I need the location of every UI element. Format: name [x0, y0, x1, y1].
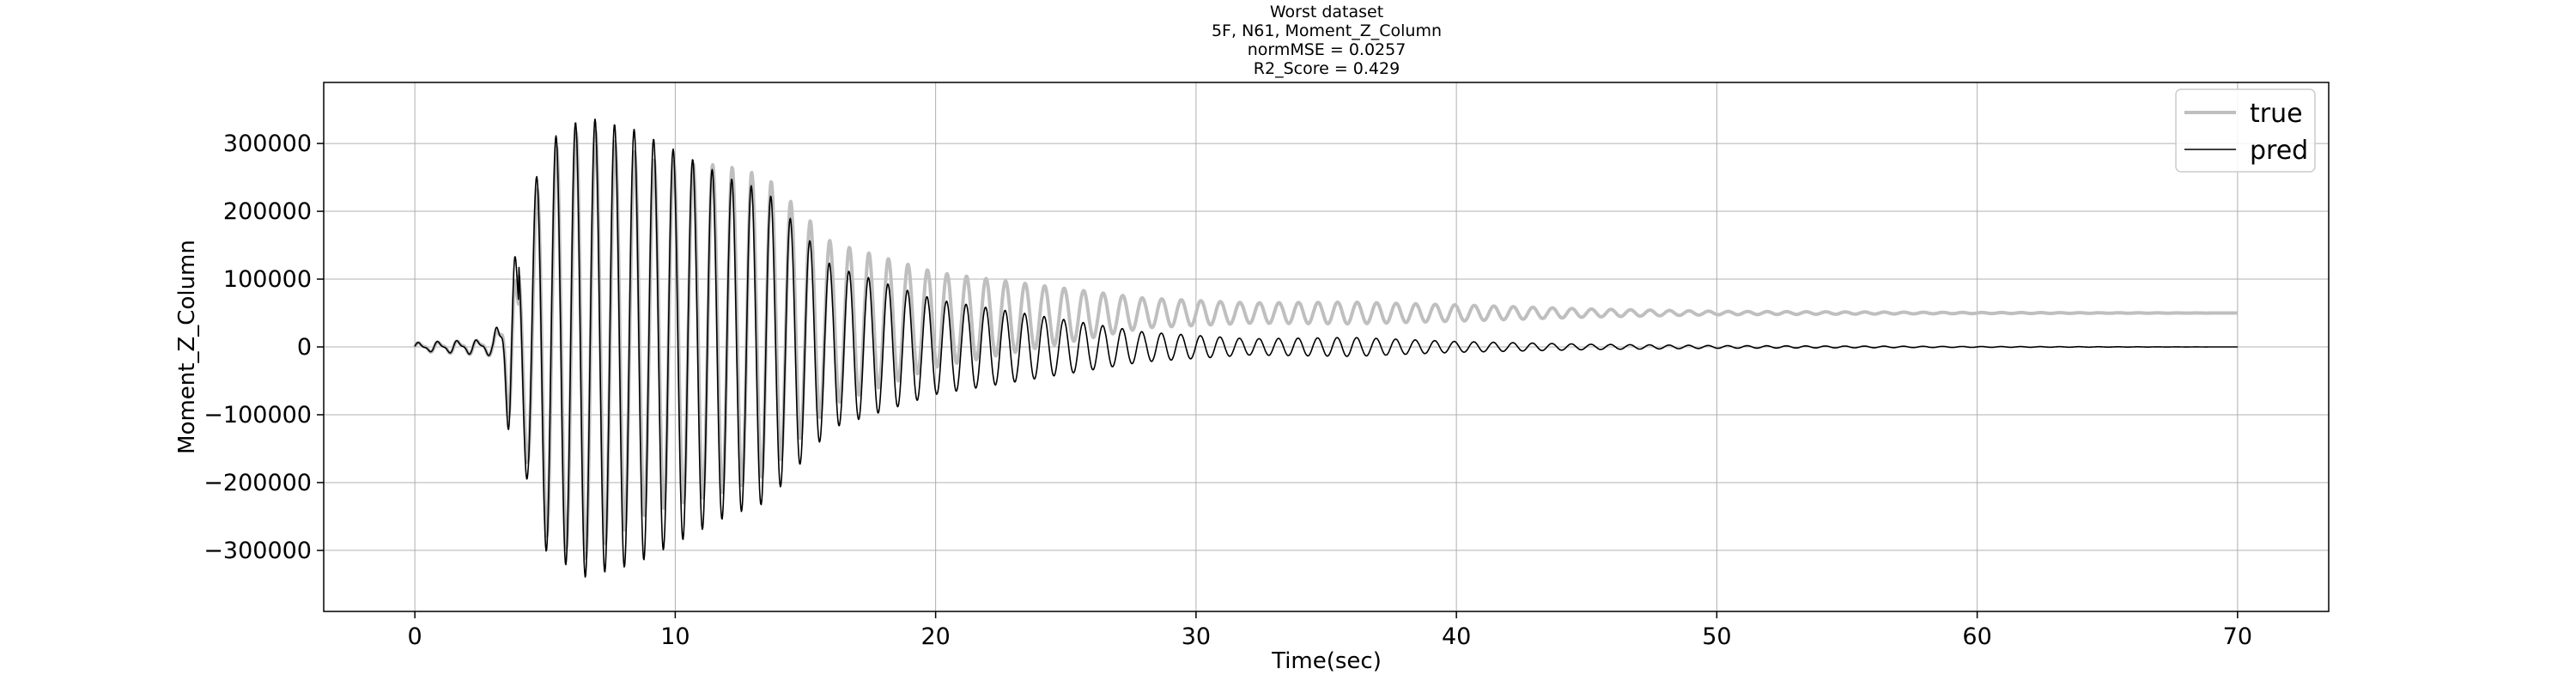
x-tick-label: 70	[2223, 623, 2252, 650]
series-layer	[413, 119, 2239, 578]
x-tick-label: 20	[920, 623, 950, 650]
y-tick-label: 0	[297, 334, 312, 361]
x-axis-ticks: 0 10 20 30 40 50 60 70	[408, 611, 2252, 650]
legend-box	[2175, 88, 2316, 173]
x-tick-label: 0	[408, 623, 422, 650]
y-axis-label: Moment_Z_Column	[174, 240, 200, 454]
y-axis-ticks: −300000 −200000 −100000 0 100000 200000 300000	[204, 131, 324, 564]
x-tick-label: 60	[1962, 623, 1991, 650]
x-tick-label: 50	[1702, 623, 1731, 650]
y-tick-label: 300000	[223, 131, 312, 157]
chart-title: Worst dataset 5F, N61, Moment_Z_Column n…	[1212, 3, 1442, 78]
x-tick-label: 10	[660, 623, 690, 650]
x-axis-label: Time(sec)	[1271, 648, 1382, 674]
y-tick-label: 100000	[223, 266, 312, 293]
title-line-2: 5F, N61, Moment_Z_Column	[1212, 21, 1442, 40]
legend: true pred	[2175, 88, 2316, 173]
y-tick-label: −200000	[204, 470, 312, 496]
x-tick-label: 40	[1442, 623, 1471, 650]
x-tick-label: 30	[1182, 623, 1211, 650]
y-tick-label: −300000	[204, 538, 312, 564]
y-tick-label: −100000	[204, 402, 312, 429]
title-line-1: Worst dataset	[1270, 3, 1383, 21]
legend-true-label: true	[2250, 99, 2303, 129]
series-true-line	[413, 129, 2239, 560]
y-tick-label: 200000	[223, 198, 312, 225]
title-line-3: normMSE = 0.0257	[1248, 40, 1406, 59]
series-pred-line	[414, 119, 2239, 578]
legend-pred-label: pred	[2250, 136, 2308, 166]
title-line-4: R2_Score = 0.429	[1254, 59, 1400, 78]
